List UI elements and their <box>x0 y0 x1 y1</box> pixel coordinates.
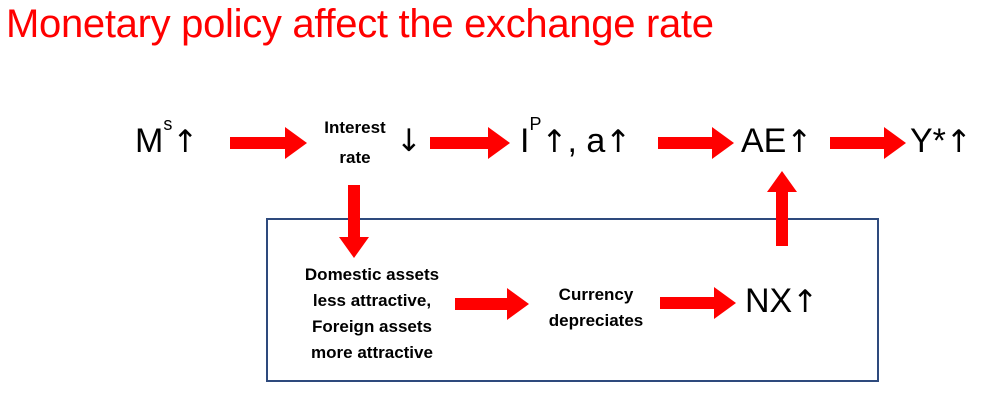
assets-line4: more attractive <box>311 343 433 362</box>
down-arrow-icon: ↓ <box>396 123 422 159</box>
flow-arrow-right <box>455 288 529 320</box>
aggregate-expenditure-node: AE↑ <box>741 121 812 162</box>
assets-line2: less attractive, <box>312 291 432 310</box>
flow-arrow-up <box>767 171 797 246</box>
money-supply-label: M <box>135 122 164 160</box>
up-arrow-icon: ↑ <box>945 124 972 160</box>
up-arrow-icon: ↑ <box>786 124 813 160</box>
aggregate-expenditure-label: AE <box>741 122 787 160</box>
flow-arrow-right <box>230 127 307 159</box>
flow-arrow-right <box>660 287 736 319</box>
flow-arrow-right <box>430 127 510 159</box>
autonomous-spending-label: , a <box>567 122 606 160</box>
assets-line1: Domestic assets <box>304 265 440 284</box>
equilibrium-output-node: Y*↑ <box>910 121 972 162</box>
flow-arrow-right <box>658 127 734 159</box>
interest-rate-label-line1: Interest <box>324 118 386 137</box>
up-arrow-icon: ↑ <box>541 124 568 160</box>
planned-investment-label: I <box>520 122 530 160</box>
net-exports-node: NX↑ <box>745 281 818 322</box>
up-arrow-icon: ↑ <box>605 124 632 160</box>
up-arrow-icon: ↑ <box>172 124 199 160</box>
currency-depreciates-node: Currency depreciates <box>536 282 656 334</box>
equilibrium-output-label: Y* <box>910 122 946 160</box>
flow-arrow-right <box>830 127 906 159</box>
page-title: Monetary policy affect the exchange rate <box>6 2 714 46</box>
currency-line1: Currency <box>558 285 634 304</box>
up-arrow-icon: ↑ <box>792 284 819 320</box>
flow-arrow-down <box>339 185 369 258</box>
open-economy-channel-box <box>266 218 879 382</box>
assets-attractiveness-node: Domestic assets less attractive, Foreign… <box>286 262 458 366</box>
currency-line2: depreciates <box>548 311 644 330</box>
investment-consumption-node: IP↑, a↑ <box>520 115 632 162</box>
assets-line3: Foreign assets <box>312 317 432 336</box>
money-supply-superscript: s <box>163 114 173 134</box>
money-supply-node: Ms↑ <box>135 115 199 162</box>
net-exports-label: NX <box>745 282 793 320</box>
interest-rate-label-line2: rate <box>339 148 371 167</box>
planned-investment-superscript: P <box>529 114 542 134</box>
